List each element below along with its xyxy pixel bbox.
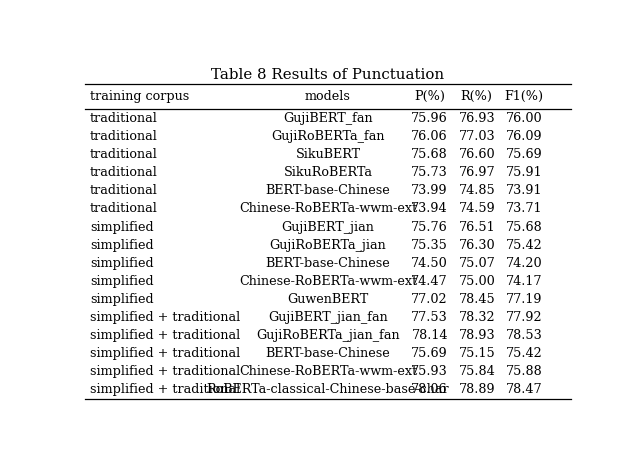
Text: simplified: simplified xyxy=(90,293,154,306)
Text: R(%): R(%) xyxy=(461,90,493,103)
Text: 77.02: 77.02 xyxy=(412,293,448,306)
Text: 75.35: 75.35 xyxy=(412,239,448,252)
Text: simplified + traditional: simplified + traditional xyxy=(90,365,240,378)
Text: SikuRoBERTa: SikuRoBERTa xyxy=(284,166,372,179)
Text: 77.92: 77.92 xyxy=(506,311,542,324)
Text: 76.93: 76.93 xyxy=(458,112,495,125)
Text: simplified: simplified xyxy=(90,275,154,288)
Text: 74.59: 74.59 xyxy=(458,202,495,215)
Text: 73.99: 73.99 xyxy=(412,184,448,197)
Text: traditional: traditional xyxy=(90,112,158,125)
Text: 78.53: 78.53 xyxy=(506,329,542,342)
Text: 75.73: 75.73 xyxy=(412,166,448,179)
Text: 75.88: 75.88 xyxy=(506,365,542,378)
Text: BERT-base-Chinese: BERT-base-Chinese xyxy=(266,257,390,270)
Text: traditional: traditional xyxy=(90,148,158,161)
Text: simplified: simplified xyxy=(90,239,154,252)
Text: 76.60: 76.60 xyxy=(458,148,495,161)
Text: 76.97: 76.97 xyxy=(458,166,495,179)
Text: 77.03: 77.03 xyxy=(458,130,495,143)
Text: 76.09: 76.09 xyxy=(506,130,542,143)
Text: RoBERTa-classical-Chinese-base-char: RoBERTa-classical-Chinese-base-char xyxy=(207,383,449,396)
Text: GujiRoBERTa_jian_fan: GujiRoBERTa_jian_fan xyxy=(256,329,400,342)
Text: 78.47: 78.47 xyxy=(506,383,542,396)
Text: 75.76: 75.76 xyxy=(412,221,448,234)
Text: F1(%): F1(%) xyxy=(504,90,543,103)
Text: simplified + traditional: simplified + traditional xyxy=(90,347,240,360)
Text: 75.84: 75.84 xyxy=(458,365,495,378)
Text: 75.68: 75.68 xyxy=(506,221,542,234)
Text: traditional: traditional xyxy=(90,166,158,179)
Text: 76.06: 76.06 xyxy=(412,130,448,143)
Text: 75.15: 75.15 xyxy=(458,347,495,360)
Text: 77.19: 77.19 xyxy=(506,293,542,306)
Text: 78.45: 78.45 xyxy=(458,293,495,306)
Text: 75.96: 75.96 xyxy=(412,112,448,125)
Text: 76.00: 76.00 xyxy=(506,112,542,125)
Text: simplified: simplified xyxy=(90,221,154,234)
Text: 78.89: 78.89 xyxy=(458,383,495,396)
Text: 75.42: 75.42 xyxy=(506,347,542,360)
Text: 75.69: 75.69 xyxy=(412,347,448,360)
Text: 76.30: 76.30 xyxy=(458,239,495,252)
Text: simplified + traditional: simplified + traditional xyxy=(90,311,240,324)
Text: Table 8 Results of Punctuation: Table 8 Results of Punctuation xyxy=(211,68,445,82)
Text: models: models xyxy=(305,90,351,103)
Text: 78.93: 78.93 xyxy=(458,329,495,342)
Text: 75.07: 75.07 xyxy=(458,257,495,270)
Text: 74.50: 74.50 xyxy=(412,257,448,270)
Text: simplified + traditional: simplified + traditional xyxy=(90,383,240,396)
Text: traditional: traditional xyxy=(90,130,158,143)
Text: 73.91: 73.91 xyxy=(506,184,542,197)
Text: BERT-base-Chinese: BERT-base-Chinese xyxy=(266,184,390,197)
Text: 75.42: 75.42 xyxy=(506,239,542,252)
Text: BERT-base-Chinese: BERT-base-Chinese xyxy=(266,347,390,360)
Text: traditional: traditional xyxy=(90,202,158,215)
Text: 77.53: 77.53 xyxy=(412,311,448,324)
Text: SikuBERT: SikuBERT xyxy=(296,148,360,161)
Text: 74.85: 74.85 xyxy=(458,184,495,197)
Text: traditional: traditional xyxy=(90,184,158,197)
Text: GuwenBERT: GuwenBERT xyxy=(287,293,369,306)
Text: 75.91: 75.91 xyxy=(506,166,542,179)
Text: 76.51: 76.51 xyxy=(458,221,495,234)
Text: Chinese-RoBERTa-wwm-ext: Chinese-RoBERTa-wwm-ext xyxy=(239,275,417,288)
Text: 75.00: 75.00 xyxy=(458,275,495,288)
Text: training corpus: training corpus xyxy=(90,90,189,103)
Text: GujiBERT_fan: GujiBERT_fan xyxy=(283,112,373,125)
Text: 74.17: 74.17 xyxy=(506,275,542,288)
Text: 75.69: 75.69 xyxy=(506,148,542,161)
Text: GujiBERT_jian_fan: GujiBERT_jian_fan xyxy=(268,311,388,324)
Text: Chinese-RoBERTa-wwm-ext: Chinese-RoBERTa-wwm-ext xyxy=(239,365,417,378)
Text: simplified + traditional: simplified + traditional xyxy=(90,329,240,342)
Text: simplified: simplified xyxy=(90,257,154,270)
Text: 73.71: 73.71 xyxy=(506,202,542,215)
Text: 75.68: 75.68 xyxy=(412,148,448,161)
Text: GujiBERT_jian: GujiBERT_jian xyxy=(282,221,374,234)
Text: Chinese-RoBERTa-wwm-ext: Chinese-RoBERTa-wwm-ext xyxy=(239,202,417,215)
Text: 74.20: 74.20 xyxy=(506,257,542,270)
Text: GujiRoBERTa_fan: GujiRoBERTa_fan xyxy=(271,130,385,143)
Text: 74.47: 74.47 xyxy=(412,275,448,288)
Text: 73.94: 73.94 xyxy=(412,202,448,215)
Text: GujiRoBERTa_jian: GujiRoBERTa_jian xyxy=(269,239,387,252)
Text: 78.32: 78.32 xyxy=(458,311,495,324)
Text: 78.14: 78.14 xyxy=(412,329,448,342)
Text: 75.93: 75.93 xyxy=(412,365,448,378)
Text: 78.06: 78.06 xyxy=(412,383,448,396)
Text: P(%): P(%) xyxy=(414,90,445,103)
